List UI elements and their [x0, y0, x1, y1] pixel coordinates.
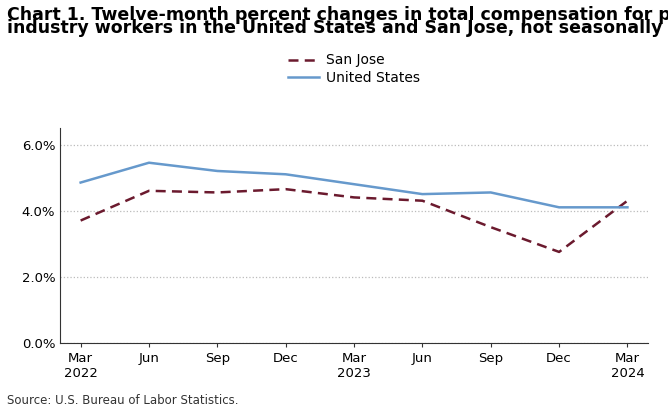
- San Jose: [418, 198, 426, 203]
- San Jose: [623, 198, 631, 203]
- Line: San Jose: San Jose: [81, 189, 627, 252]
- United States: [77, 180, 85, 185]
- United States: [350, 182, 358, 187]
- San Jose: [145, 188, 153, 193]
- Text: industry workers in the United States and San Jose, not seasonally adjusted: industry workers in the United States an…: [7, 19, 668, 37]
- San Jose: [350, 195, 358, 200]
- United States: [418, 192, 426, 197]
- United States: [145, 160, 153, 165]
- United States: [282, 172, 290, 177]
- Text: Source: U.S. Bureau of Labor Statistics.: Source: U.S. Bureau of Labor Statistics.: [7, 394, 238, 407]
- Legend: San Jose, United States: San Jose, United States: [289, 53, 420, 85]
- San Jose: [77, 218, 85, 223]
- United States: [213, 169, 221, 173]
- Text: Chart 1. Twelve-month percent changes in total compensation for private: Chart 1. Twelve-month percent changes in…: [7, 6, 668, 24]
- San Jose: [487, 225, 495, 230]
- United States: [555, 205, 563, 210]
- Line: United States: United States: [81, 163, 627, 207]
- San Jose: [213, 190, 221, 195]
- United States: [623, 205, 631, 210]
- San Jose: [555, 249, 563, 254]
- United States: [487, 190, 495, 195]
- San Jose: [282, 187, 290, 192]
